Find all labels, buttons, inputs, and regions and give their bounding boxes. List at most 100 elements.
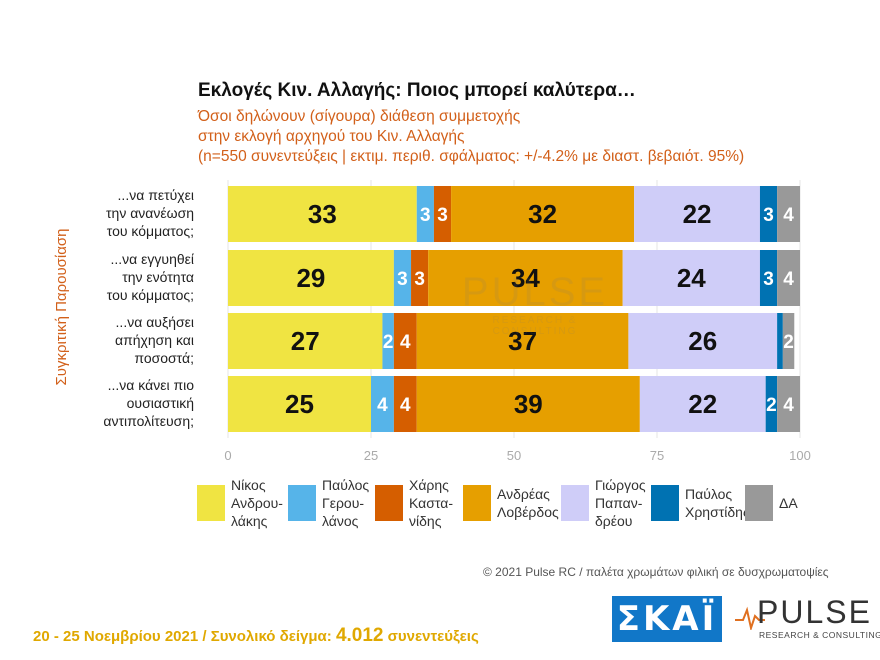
x-tick-label-2: 50 xyxy=(507,448,521,463)
bar-row2-series3 xyxy=(416,313,629,369)
data-label-row0-series4: 22 xyxy=(683,199,712,229)
bar-row2-series4 xyxy=(628,313,778,369)
category-label-row2-line2: ποσοστά; xyxy=(134,350,194,366)
data-label-row1-series6: 4 xyxy=(783,269,794,290)
bar-row2-series6 xyxy=(782,313,795,369)
bar-row0-series2 xyxy=(433,186,452,242)
category-label-row3-line1: ουσιαστική xyxy=(127,395,194,411)
legend-label-2-line2: νίδης xyxy=(409,513,442,529)
legend-label-1-line2: λάνος xyxy=(322,513,359,529)
category-label-row0-line1: την ανανέωση xyxy=(106,205,194,221)
data-label-row2-series1: 2 xyxy=(383,332,394,353)
legend-label-4-line1: Παπαν- xyxy=(595,495,643,511)
legend-label-0-line2: λάκης xyxy=(231,513,268,529)
chart-subtitle-line-1: Όσοι δηλώνουν (σίγουρα) διάθεση συμμετοχ… xyxy=(198,108,521,125)
bar-row3-series3 xyxy=(416,376,640,432)
bar-row1-series1 xyxy=(393,250,412,306)
category-label-row3-line0: ...να κάνει πιο xyxy=(108,377,195,393)
legend-label-2-line0: Χάρης xyxy=(409,477,449,493)
legend-swatch-5 xyxy=(651,485,679,521)
bar-row0-series0 xyxy=(228,186,417,242)
y-axis-label: Συγκριτική Παρουσίαση xyxy=(53,228,70,385)
legend-label-1-line1: Γερου- xyxy=(322,495,364,511)
bar-row1-series6 xyxy=(777,250,800,306)
legend-swatch-0 xyxy=(197,485,225,521)
data-label-row3-series4: 22 xyxy=(688,389,717,419)
legend-label-0-line1: Ανδρου- xyxy=(231,495,283,511)
data-label-row1-series0: 29 xyxy=(296,263,325,293)
footer-sample-size: 4.012 xyxy=(335,625,384,646)
bar-row0-series6 xyxy=(777,186,800,242)
pulse-logo-word: PULSE xyxy=(757,594,872,630)
legend-label-4-line2: δρέου xyxy=(595,513,632,529)
bar-row3-series0 xyxy=(228,376,371,432)
data-label-row3-series6: 4 xyxy=(783,395,794,416)
data-label-row1-series1: 3 xyxy=(397,269,408,290)
footer-dates: 20 - 25 Νοεμβρίου 2021 / Συνολικό δείγμα… xyxy=(33,628,336,645)
legend-label-3-line0: Ανδρέας xyxy=(497,486,550,502)
chart-subtitle-line-3: (n=550 συνεντεύξεις | εκτιμ. περιθ. σφάλ… xyxy=(198,148,745,165)
bar-row2-series0 xyxy=(228,313,383,369)
data-label-row3-series5: 2 xyxy=(766,395,777,416)
category-label-row2-line1: απήχηση και xyxy=(115,332,194,348)
data-label-row2-series3: 37 xyxy=(508,326,537,356)
x-tick-label-4: 100 xyxy=(789,448,811,463)
legend-label-0-line0: Νίκος xyxy=(231,477,266,493)
legend-label-1-line0: Παύλος xyxy=(322,477,369,493)
bar-row3-series6 xyxy=(777,376,800,432)
bar-row0-series4 xyxy=(634,186,760,242)
data-label-row1-series5: 3 xyxy=(763,269,774,290)
data-label-row1-series4: 24 xyxy=(677,263,706,293)
data-label-row2-series0: 27 xyxy=(291,326,320,356)
legend-label-5-line0: Παύλος xyxy=(685,486,732,502)
category-label-row1-line1: την ενότητα xyxy=(122,269,194,285)
data-label-row2-series6: 2 xyxy=(783,332,794,353)
data-label-row0-series1: 3 xyxy=(420,205,431,226)
bar-row1-series3 xyxy=(428,250,623,306)
copyright-note: © 2021 Pulse RC / παλέτα χρωμάτων φιλική… xyxy=(483,565,829,579)
bar-row3-series4 xyxy=(639,376,766,432)
legend-swatch-2 xyxy=(375,485,403,521)
x-tick-label-3: 75 xyxy=(650,448,664,463)
legend-swatch-4 xyxy=(561,485,589,521)
data-label-row2-series4: 26 xyxy=(688,326,717,356)
data-label-row0-series0: 33 xyxy=(308,199,337,229)
bar-row0-series5 xyxy=(759,186,778,242)
bar-row1-series5 xyxy=(759,250,778,306)
data-label-row0-series3: 32 xyxy=(528,199,557,229)
chart-title: Εκλογές Κιν. Αλλαγής: Ποιος μπορεί καλύτ… xyxy=(198,80,636,101)
bar-row0-series1 xyxy=(416,186,434,242)
bar-row0-series3 xyxy=(451,186,635,242)
legend-swatch-3 xyxy=(463,485,491,521)
data-label-row3-series1: 4 xyxy=(377,395,388,416)
legend-label-6-line0: ΔΑ xyxy=(779,495,798,511)
data-label-row3-series3: 39 xyxy=(514,389,543,419)
x-tick-label-1: 25 xyxy=(364,448,378,463)
bar-row2-series5 xyxy=(777,313,783,369)
data-label-row0-series6: 4 xyxy=(783,205,794,226)
data-label-row3-series2: 4 xyxy=(400,395,411,416)
bar-row1-series2 xyxy=(411,250,429,306)
category-label-row0-line0: ...να πετύχει xyxy=(118,187,194,203)
legend-label-5-line1: Χρηστίδης xyxy=(685,504,750,520)
category-label-row2-line0: ...να αυξήσει xyxy=(116,314,194,330)
legend-label-3-line1: Λοβέρδος xyxy=(497,504,559,520)
x-tick-label-0: 0 xyxy=(224,448,231,463)
category-label-row1-line2: του κόμματος; xyxy=(107,287,194,303)
bar-row3-series1 xyxy=(371,376,394,432)
data-label-row1-series3: 34 xyxy=(511,263,540,293)
bar-row3-series2 xyxy=(393,376,417,432)
data-label-row0-series2: 3 xyxy=(437,205,448,226)
legend-label-2-line1: Καστα- xyxy=(409,495,453,511)
bar-row3-series5 xyxy=(765,376,778,432)
bar-row1-series4 xyxy=(622,250,760,306)
footer-sample-suffix: συνεντεύξεις xyxy=(383,628,479,645)
footer-sample-info: 20 - 25 Νοεμβρίου 2021 / Συνολικό δείγμα… xyxy=(33,625,479,647)
data-label-row1-series2: 3 xyxy=(414,269,425,290)
pulse-wave-icon xyxy=(735,606,765,630)
legend-swatch-6 xyxy=(745,485,773,521)
skai-logo: ΣΚΑΪ xyxy=(612,596,722,642)
bar-row2-series2 xyxy=(393,313,417,369)
data-label-row2-series2: 4 xyxy=(400,332,411,353)
